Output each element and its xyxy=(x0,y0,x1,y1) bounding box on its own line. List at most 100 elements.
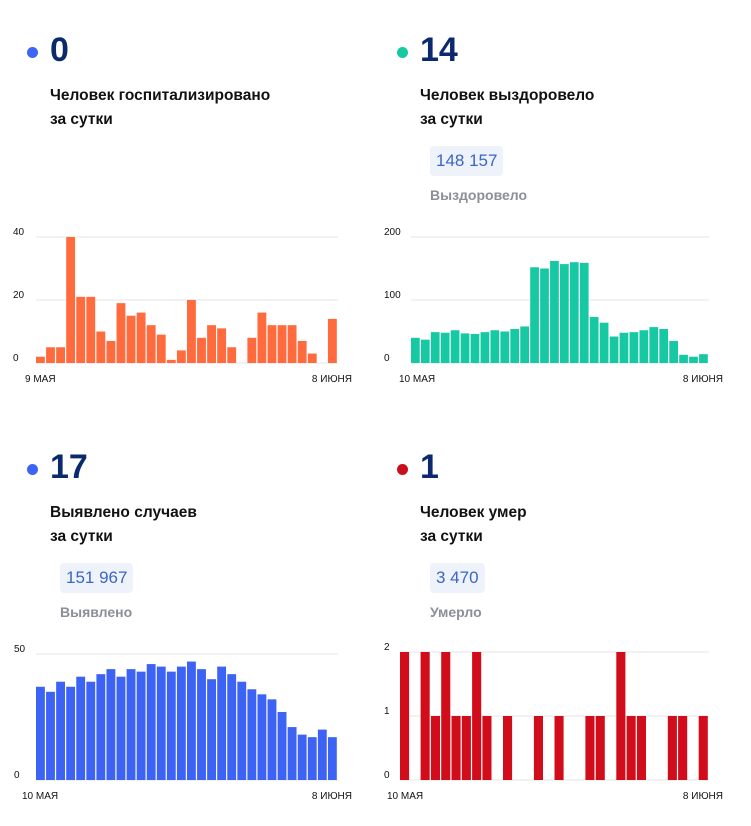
caption-line-1: Человек умер xyxy=(420,504,527,521)
bar xyxy=(267,325,277,363)
bar xyxy=(560,264,569,363)
bar xyxy=(307,737,317,780)
bar xyxy=(76,676,86,780)
bar xyxy=(197,337,206,363)
bar xyxy=(589,317,599,363)
deaths-total: 3 470 xyxy=(430,563,485,593)
cases-caption: Выявлено случаев за сутки xyxy=(50,501,350,549)
bar xyxy=(257,312,267,363)
bar xyxy=(136,312,146,363)
bar xyxy=(126,315,136,363)
bar xyxy=(629,332,639,363)
caption-line-1: Человек госпитализировано xyxy=(50,87,271,104)
bar xyxy=(237,681,247,780)
bar xyxy=(520,326,529,363)
bar xyxy=(472,652,482,780)
bar xyxy=(669,340,678,363)
bar xyxy=(66,686,76,780)
y-tick-label: 1 xyxy=(384,706,390,717)
bar xyxy=(430,716,440,780)
bar xyxy=(156,666,166,780)
recovered-total-label: Выздоровело xyxy=(430,187,528,203)
bar xyxy=(297,734,307,780)
bar xyxy=(430,332,440,363)
bar xyxy=(595,716,605,780)
stat-header: 14 xyxy=(397,31,737,72)
hospitalized-value: 0 xyxy=(50,31,69,69)
bar xyxy=(86,681,96,780)
bar xyxy=(327,737,337,780)
cases-chart: 0 50 10 МАЯ 8 ИЮНЯ xyxy=(14,644,352,802)
bar xyxy=(441,652,451,780)
bar xyxy=(678,716,688,780)
deaths-value: 1 xyxy=(420,448,439,486)
x-start-label: 9 МАЯ xyxy=(25,374,56,385)
bar xyxy=(317,729,327,780)
y-tick-label: 0 xyxy=(384,353,390,364)
bar xyxy=(116,676,126,780)
bar xyxy=(689,356,698,363)
bar xyxy=(187,661,196,780)
bar xyxy=(480,332,490,363)
bar xyxy=(470,334,480,363)
y-tick-label: 50 xyxy=(14,644,26,655)
x-start-label: 10 МАЯ xyxy=(399,374,435,385)
bar xyxy=(96,331,106,363)
bar xyxy=(530,267,539,363)
bar xyxy=(550,260,559,363)
bar xyxy=(277,711,287,780)
bar xyxy=(36,686,45,780)
hospitalized-dot-icon xyxy=(27,47,38,58)
bar xyxy=(411,337,420,363)
x-start-label: 10 МАЯ xyxy=(387,791,423,802)
bar xyxy=(490,330,500,363)
cases-dot-icon xyxy=(27,464,38,475)
bar xyxy=(136,671,146,780)
bar xyxy=(659,328,669,363)
bar xyxy=(227,674,237,780)
caption-line-2: за сутки xyxy=(420,111,483,128)
bar xyxy=(176,350,186,363)
bar xyxy=(503,716,513,780)
bar xyxy=(277,325,287,363)
hospitalized-caption: Человек госпитализировано за сутки xyxy=(50,84,350,132)
bar xyxy=(626,716,636,780)
bar xyxy=(46,347,55,363)
bar xyxy=(440,332,450,363)
caption-line-2: за сутки xyxy=(50,111,113,128)
card-cases: 17 Выявлено случаев за сутки 151 967 Выя… xyxy=(27,448,367,819)
deaths-dot-icon xyxy=(397,464,408,475)
bar xyxy=(599,322,609,363)
caption-line-2: за сутки xyxy=(50,528,113,545)
y-tick-label: 200 xyxy=(384,227,401,238)
bar xyxy=(679,354,688,363)
bar xyxy=(400,652,410,780)
bar xyxy=(46,691,55,780)
caption-line-2: за сутки xyxy=(420,528,483,545)
bar xyxy=(116,303,126,363)
bar xyxy=(86,296,96,363)
bar xyxy=(56,681,65,780)
bar xyxy=(616,652,626,780)
bar xyxy=(207,325,216,363)
cases-value: 17 xyxy=(50,448,88,486)
bar xyxy=(450,330,460,363)
y-tick-label: 40 xyxy=(13,227,25,238)
recovered-total: 148 157 xyxy=(430,146,504,176)
recovered-chart: 0 100 200 10 МАЯ 8 ИЮНЯ xyxy=(384,227,723,385)
bar xyxy=(579,262,589,363)
bar xyxy=(56,347,65,363)
bar xyxy=(569,262,579,363)
bar xyxy=(217,666,227,780)
bar xyxy=(247,689,257,780)
bar xyxy=(585,716,595,780)
bar xyxy=(76,296,86,363)
bar xyxy=(307,353,317,363)
bar xyxy=(451,716,461,780)
caption-line-1: Выявлено случаев xyxy=(50,504,197,521)
bar xyxy=(619,332,629,363)
bar xyxy=(639,330,649,363)
bar xyxy=(510,328,520,363)
cases-total-label: Выявлено xyxy=(60,604,133,620)
bar xyxy=(247,337,257,363)
